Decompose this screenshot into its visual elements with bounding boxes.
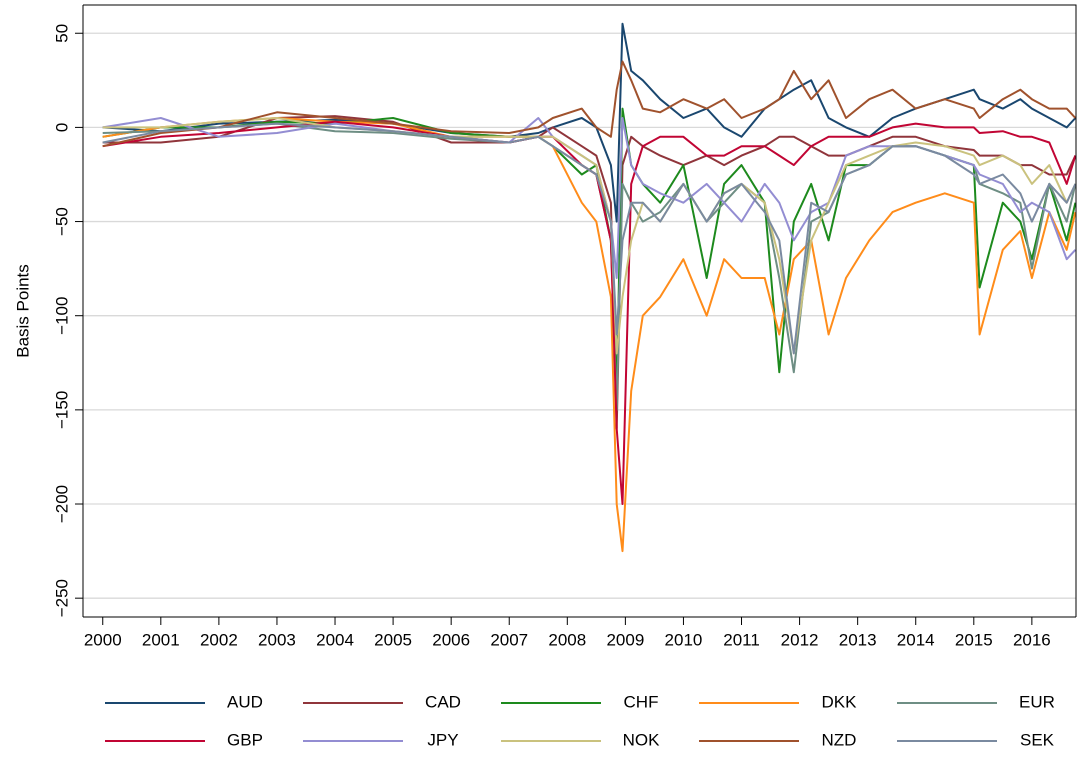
x-tick-label: 2007	[490, 630, 528, 649]
legend-label: NOK	[623, 730, 661, 749]
y-tick-label: 50	[52, 24, 71, 43]
plot-frame	[83, 4, 1077, 617]
x-tick-label: 2001	[142, 630, 180, 649]
legend-label: AUD	[227, 692, 263, 711]
y-tick-label: −100	[52, 297, 71, 335]
y-tick-label: −250	[52, 579, 71, 617]
x-tick-label: 2000	[84, 630, 122, 649]
y-tick-label: −150	[52, 391, 71, 429]
series-line	[102, 107, 1077, 392]
legend-label: JPY	[427, 730, 458, 749]
x-tick-label: 2013	[839, 630, 877, 649]
x-tick-label: 2016	[1013, 630, 1051, 649]
y-tick-label: −50	[52, 207, 71, 236]
legend-label: GBP	[227, 730, 263, 749]
legend-label: NZD	[822, 730, 857, 749]
legend-label: DKK	[822, 692, 858, 711]
legend-label: EUR	[1019, 692, 1055, 711]
x-tick-label: 2015	[955, 630, 993, 649]
y-axis-label: Basis Points	[13, 264, 32, 358]
x-tick-label: 2006	[432, 630, 470, 649]
legend-label: CAD	[425, 692, 461, 711]
legend-label: CHF	[624, 692, 659, 711]
y-tick-label: 0	[52, 123, 71, 132]
x-tick-label: 2011	[723, 630, 760, 649]
x-tick-label: 2009	[606, 630, 644, 649]
x-tick-label: 2003	[258, 630, 296, 649]
series-line	[102, 115, 1077, 430]
x-tick-label: 2004	[316, 630, 354, 649]
x-tick-label: 2005	[374, 630, 412, 649]
x-tick-label: 2008	[548, 630, 586, 649]
y-tick-label: −200	[52, 485, 71, 523]
x-tick-label: 2014	[897, 630, 935, 649]
x-tick-label: 2012	[781, 630, 819, 649]
series-line	[102, 122, 1077, 355]
series-line	[102, 60, 1077, 148]
x-tick-label: 2002	[200, 630, 238, 649]
legend-label: SEK	[1020, 730, 1055, 749]
x-tick-label: 2010	[665, 630, 703, 649]
